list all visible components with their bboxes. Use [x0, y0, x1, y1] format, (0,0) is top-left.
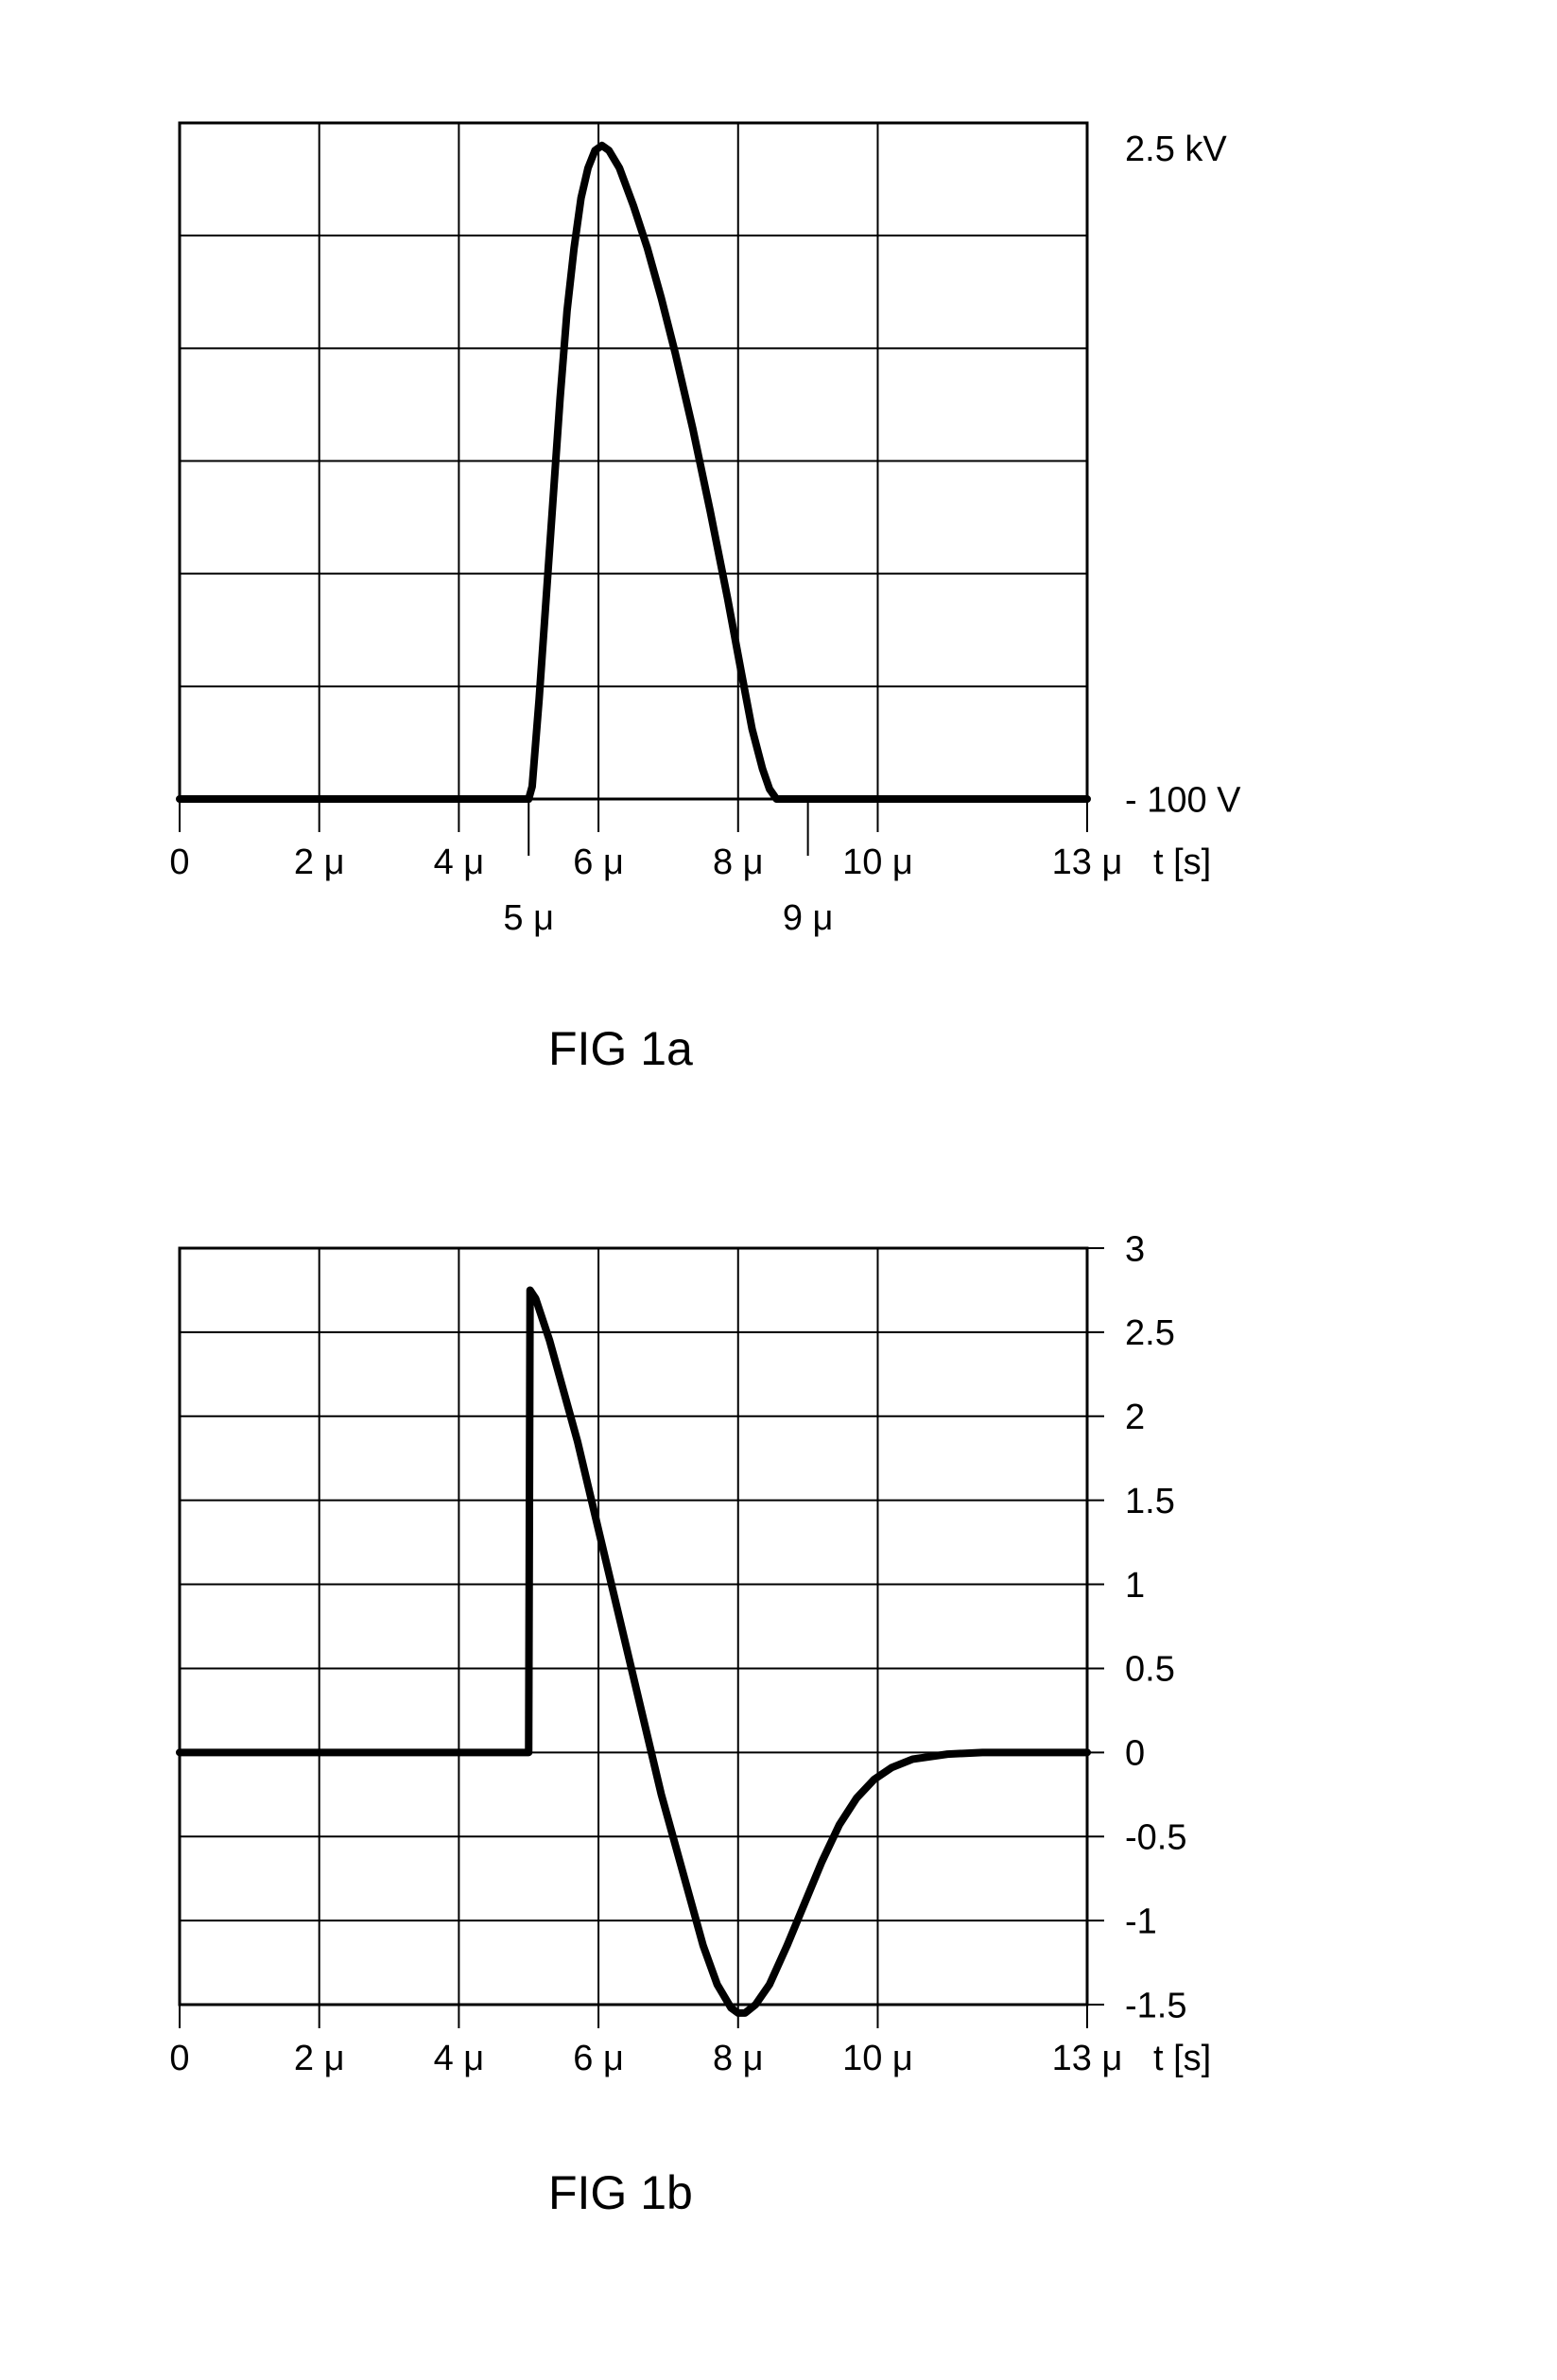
svg-text:10 μ: 10 μ — [842, 2039, 913, 2078]
svg-text:t [s]: t [s] — [1153, 843, 1211, 882]
svg-text:1: 1 — [1125, 1566, 1145, 1606]
svg-text:0: 0 — [1125, 1734, 1145, 1774]
svg-text:1.5: 1.5 — [1125, 1482, 1175, 1521]
figure-1a: 0 2 μ 4 μ 6 μ 8 μ 10 μ 13 μ 5 μ 9 μ 2.5 kV - 100 V… — [113, 85, 1333, 1007]
figure-1a-caption: FIG 1a — [548, 1021, 693, 1076]
svg-text:5 μ: 5 μ — [503, 898, 554, 938]
svg-text:6 μ: 6 μ — [573, 843, 624, 882]
svg-text:-1.5: -1.5 — [1125, 1986, 1186, 2025]
svg-text:3: 3 — [1125, 1229, 1145, 1269]
svg-text:4 μ: 4 μ — [434, 2039, 485, 2078]
page: 0 2 μ 4 μ 6 μ 8 μ 10 μ 13 μ 5 μ 9 μ 2.5 kV - 100 V… — [0, 0, 1557, 2380]
chart-1b: 0 2 μ 4 μ 6 μ 8 μ 10 μ 13 μ 3 2.5 2 1.5 1 0.5 0 -0.5 -1… — [113, 1210, 1333, 2213]
svg-text:2: 2 — [1125, 1398, 1145, 1437]
svg-text:-0.5: -0.5 — [1125, 1818, 1186, 1858]
svg-text:8 μ: 8 μ — [713, 843, 764, 882]
svg-text:2 μ: 2 μ — [294, 2039, 345, 2078]
svg-text:0: 0 — [169, 2039, 189, 2078]
svg-text:4 μ: 4 μ — [434, 843, 485, 882]
svg-text:2.5: 2.5 — [1125, 1313, 1175, 1353]
svg-text:0: 0 — [169, 843, 189, 882]
figure-1b-caption: FIG 1b — [548, 2165, 693, 2220]
svg-text:t [s]: t [s] — [1153, 2039, 1211, 2078]
svg-text:13 μ: 13 μ — [1052, 843, 1123, 882]
figure-1b: 0 2 μ 4 μ 6 μ 8 μ 10 μ 13 μ 3 2.5 2 1.5 1 0.5 0 -0.5 -1… — [113, 1210, 1333, 2213]
svg-text:13 μ: 13 μ — [1052, 2039, 1123, 2078]
svg-text:2 μ: 2 μ — [294, 843, 345, 882]
svg-text:2.5 kV: 2.5 kV — [1125, 130, 1227, 169]
svg-text:9 μ: 9 μ — [783, 898, 834, 938]
svg-text:-1: -1 — [1125, 1902, 1157, 1941]
chart-1a: 0 2 μ 4 μ 6 μ 8 μ 10 μ 13 μ 5 μ 9 μ 2.5 kV - 100 V… — [113, 85, 1333, 1007]
svg-text:8 μ: 8 μ — [713, 2039, 764, 2078]
svg-text:10 μ: 10 μ — [842, 843, 913, 882]
svg-text:- 100 V: - 100 V — [1125, 780, 1241, 820]
svg-text:0.5: 0.5 — [1125, 1650, 1175, 1690]
svg-text:6 μ: 6 μ — [573, 2039, 624, 2078]
